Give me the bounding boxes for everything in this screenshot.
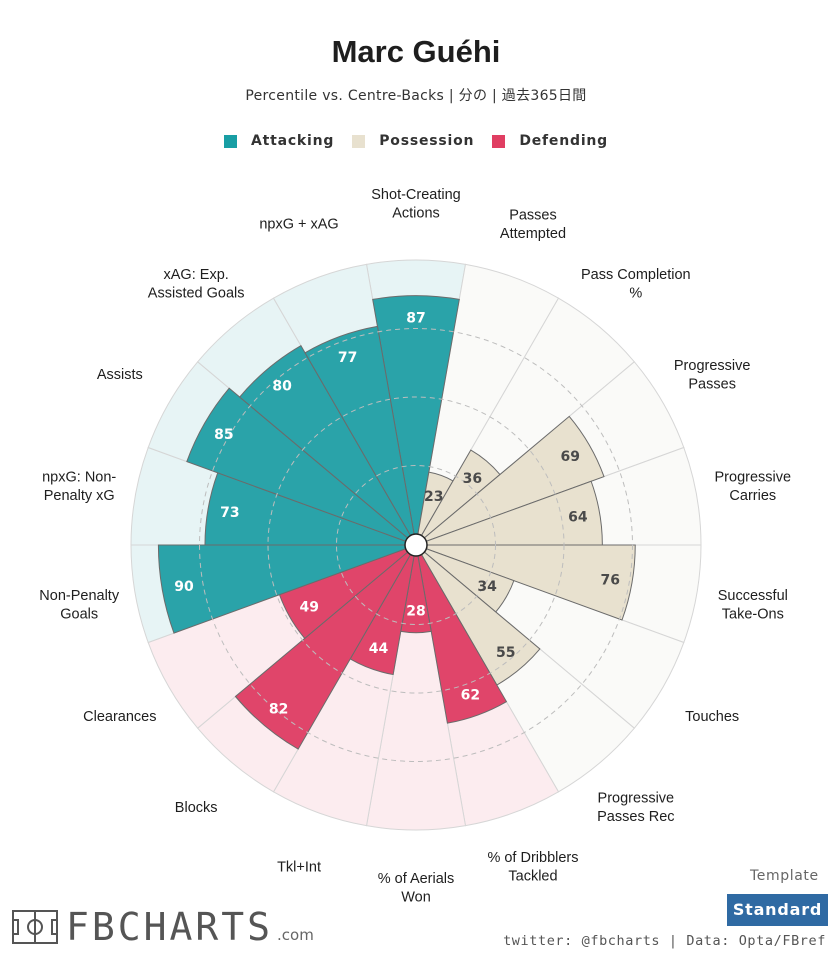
template-label: Template (750, 868, 819, 884)
value-label: 28 (406, 604, 425, 620)
value-label: 77 (338, 350, 357, 366)
category-label: npxG + xAG (259, 217, 338, 233)
legend-swatch-possession (352, 134, 366, 148)
category-label: Tkl+Int (277, 859, 321, 875)
center-hub (404, 533, 428, 557)
value-label: 23 (424, 489, 443, 505)
value-label: 87 (406, 311, 425, 327)
legend-label-defending: Defending (519, 133, 609, 149)
category-label: Touches (685, 709, 739, 725)
value-label: 73 (220, 505, 239, 521)
category-label: Clearances (83, 709, 156, 725)
value-label: 90 (174, 579, 194, 595)
grid-ring (267, 396, 565, 694)
legend-item-possession: Possession (352, 133, 474, 149)
value-label: 49 (300, 600, 319, 616)
legend-swatch-attacking (223, 134, 237, 148)
category-label: Progressive Carries (715, 469, 792, 504)
category-label: Successful Take-Ons (718, 588, 788, 623)
legend-item-attacking: Attacking (223, 133, 335, 149)
value-label: 36 (463, 471, 482, 487)
fbcharts-logo: FBCHARTS .com (12, 908, 314, 946)
chart-title: Marc Guéhi (331, 34, 501, 69)
grid-ring (199, 328, 633, 762)
logo-text: FBCHARTS (66, 905, 274, 949)
category-label: Pass Completion% (581, 267, 691, 302)
category-label: Progressive Passes (674, 358, 751, 393)
category-label: % of Aerials Won (378, 871, 455, 906)
category-label: Progressive Passes Rec (597, 791, 674, 826)
category-label: Assists (97, 367, 143, 383)
category-label: Non-Penalty Goals (39, 588, 120, 623)
legend-item-defending: Defending (492, 133, 608, 149)
value-label: 69 (560, 449, 579, 465)
data-credit: twitter: @fbcharts | Data: Opta/FBref (503, 933, 826, 949)
value-label: 80 (272, 379, 292, 395)
category-label: Shot-Creating Actions (371, 187, 460, 222)
logo-suffix: .com (277, 926, 314, 944)
legend: Attacking Possession Defending (0, 133, 832, 149)
category-label: Passes Attempted (500, 207, 566, 242)
legend-label-attacking: Attacking (250, 133, 335, 149)
grid-ring (336, 465, 496, 625)
value-label: 34 (477, 579, 497, 595)
value-label: 55 (496, 645, 515, 661)
value-label: 64 (568, 509, 588, 525)
template-standard-button[interactable]: Standard (727, 894, 828, 926)
value-label: 62 (461, 687, 480, 703)
legend-swatch-defending (492, 134, 506, 148)
category-label: xAG: Exp. Assisted Goals (148, 267, 245, 302)
value-label: 44 (369, 641, 389, 657)
category-label: npxG: Non-Penalty xG (42, 469, 116, 504)
value-label: 82 (269, 702, 288, 718)
legend-label-possession: Possession (379, 133, 475, 149)
value-label: 76 (601, 572, 620, 588)
category-label: % of Dribblers Tackled (487, 850, 578, 885)
chart-subtitle: Percentile vs. Centre-Backs | 分の | 過去365… (245, 88, 587, 104)
category-label: Blocks (175, 800, 218, 816)
value-label: 85 (214, 427, 233, 443)
pitch-icon (12, 910, 58, 944)
